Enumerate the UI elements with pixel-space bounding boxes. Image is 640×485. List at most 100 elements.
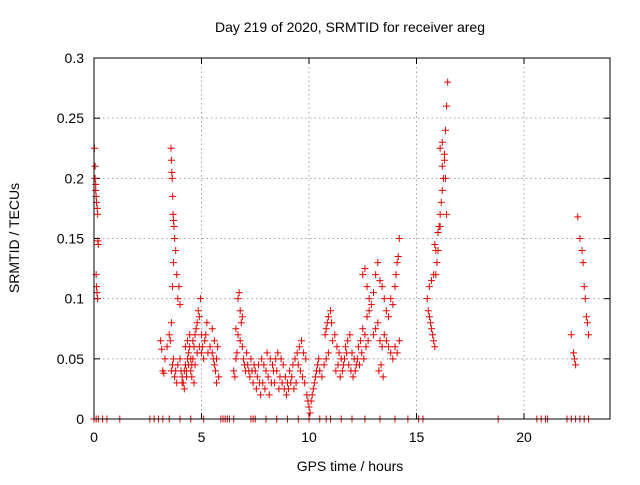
data-point: [282, 391, 290, 399]
data-point: [315, 355, 323, 363]
data-point: [391, 343, 399, 351]
data-point: [193, 319, 201, 327]
data-point: [359, 271, 367, 279]
data-point: [94, 210, 102, 218]
data-point: [382, 307, 390, 315]
data-point: [423, 295, 431, 303]
data-point: [322, 355, 330, 363]
data-point: [305, 403, 313, 411]
data-point: [582, 313, 590, 321]
data-point: [436, 222, 444, 230]
data-point: [160, 369, 168, 377]
data-point: [213, 379, 221, 387]
y-tick-label: 0.1: [65, 291, 85, 307]
data-point: [288, 373, 296, 381]
y-tick-label: 0: [76, 411, 84, 427]
data-point: [172, 247, 180, 255]
data-point: [184, 337, 192, 345]
data-point: [379, 373, 387, 381]
data-point: [167, 144, 175, 152]
data-point: [343, 349, 351, 357]
data-point: [391, 283, 399, 291]
data-point: [168, 174, 176, 182]
data-point: [167, 156, 175, 164]
data-point: [232, 355, 240, 363]
data-point: [262, 367, 270, 375]
data-point: [243, 349, 251, 357]
data-point: [249, 379, 257, 387]
data-point: [443, 210, 451, 218]
data-point: [393, 349, 401, 357]
y-tick-label: 0.05: [57, 351, 84, 367]
data-point: [163, 343, 171, 351]
data-point: [311, 373, 319, 381]
data-point: [431, 241, 439, 249]
data-point: [174, 361, 182, 369]
data-point: [442, 174, 450, 182]
data-point: [429, 331, 437, 339]
data-point: [213, 355, 221, 363]
data-point: [436, 144, 444, 152]
data-point: [580, 283, 588, 291]
data-point: [380, 331, 388, 339]
data-point: [291, 355, 299, 363]
data-point: [431, 343, 439, 351]
data-point: [578, 247, 586, 255]
data-point: [234, 295, 242, 303]
data-point: [426, 319, 434, 327]
data-point: [585, 331, 592, 339]
data-point: [238, 343, 246, 351]
data-point: [372, 325, 380, 333]
data-point: [180, 385, 188, 393]
data-point: [336, 373, 344, 381]
data-point: [185, 349, 193, 357]
data-point: [190, 379, 198, 387]
data-point: [362, 343, 370, 351]
data-point: [272, 355, 280, 363]
data-point: [357, 337, 365, 345]
data-point: [244, 361, 252, 369]
data-point: [393, 259, 401, 267]
data-point: [380, 295, 388, 303]
data-point: [299, 373, 307, 381]
data-point: [338, 367, 346, 375]
data-point: [176, 355, 184, 363]
data-point: [361, 331, 369, 339]
data-point: [360, 355, 368, 363]
data-point: [208, 325, 216, 333]
data-point: [376, 337, 384, 345]
data-point: [327, 307, 334, 315]
data-point: [274, 349, 282, 357]
data-point: [238, 313, 246, 321]
data-point: [270, 367, 278, 375]
data-point: [174, 295, 182, 303]
data-point: [208, 349, 216, 357]
data-point: [211, 367, 219, 375]
data-point: [425, 313, 433, 321]
data-point: [354, 343, 362, 351]
data-point: [247, 355, 255, 363]
data-point: [308, 391, 316, 399]
data-point: [322, 325, 330, 333]
data-point: [93, 204, 101, 212]
data-point: [365, 295, 373, 303]
data-point: [364, 337, 372, 345]
data-point: [335, 349, 343, 357]
data-point: [239, 355, 247, 363]
x-tick-label: 15: [409, 429, 425, 445]
x-axis-label: GPS time / hours: [297, 458, 404, 474]
data-point: [195, 313, 203, 321]
data-point: [443, 102, 451, 110]
data-point: [297, 337, 305, 345]
data-point: [167, 319, 175, 327]
data-point: [287, 379, 295, 387]
data-point: [430, 337, 438, 345]
data-point: [258, 355, 266, 363]
data-point: [198, 349, 205, 357]
data-point: [374, 319, 382, 327]
data-point: [187, 367, 195, 375]
data-point: [356, 361, 364, 369]
data-point: [201, 337, 209, 345]
